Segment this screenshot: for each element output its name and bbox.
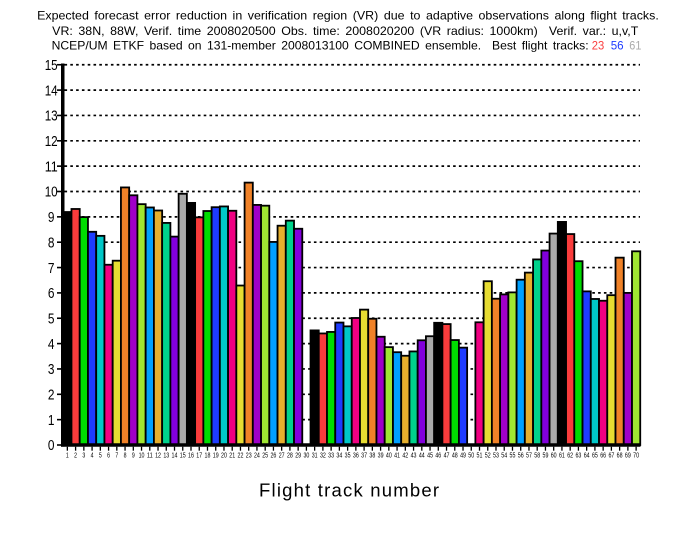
svg-text:62: 62 [567, 450, 573, 459]
svg-text:36: 36 [353, 450, 359, 459]
svg-text:12: 12 [155, 450, 161, 459]
svg-text:60: 60 [551, 450, 557, 459]
svg-text:28: 28 [287, 450, 293, 459]
svg-text:26: 26 [270, 450, 276, 459]
svg-text:8: 8 [124, 450, 127, 459]
svg-text:14: 14 [45, 83, 58, 99]
svg-text:15: 15 [180, 450, 186, 459]
svg-text:14: 14 [172, 450, 178, 459]
svg-text:40: 40 [386, 450, 392, 459]
svg-text:37: 37 [361, 450, 367, 459]
svg-text:57: 57 [526, 450, 532, 459]
svg-text:18: 18 [205, 450, 211, 459]
svg-text:50: 50 [468, 450, 474, 459]
svg-text:41: 41 [394, 450, 400, 459]
svg-text:42: 42 [402, 450, 408, 459]
svg-text:61: 61 [559, 450, 565, 459]
svg-text:34: 34 [336, 450, 342, 459]
svg-text:12: 12 [45, 134, 58, 150]
svg-text:27: 27 [279, 450, 285, 459]
svg-text:61: 61 [629, 38, 641, 52]
svg-text:70: 70 [633, 450, 639, 459]
svg-text:58: 58 [534, 450, 540, 459]
svg-text:3: 3 [48, 362, 55, 378]
svg-text:29: 29 [295, 450, 301, 459]
svg-text:VR: 38N, 88W, Verif. time 2008: VR: 38N, 88W, Verif. time 2008020500 Obs… [52, 24, 638, 38]
svg-text:25: 25 [262, 450, 268, 459]
svg-text:1: 1 [48, 413, 55, 429]
svg-text:9: 9 [132, 450, 135, 459]
svg-text:13: 13 [45, 109, 58, 125]
svg-text:13: 13 [163, 450, 169, 459]
svg-text:9: 9 [48, 210, 55, 226]
svg-text:6: 6 [107, 450, 110, 459]
svg-text:11: 11 [147, 450, 153, 459]
svg-text:35: 35 [345, 450, 351, 459]
svg-text:Flight track number: Flight track number [259, 479, 439, 500]
svg-text:23: 23 [592, 38, 605, 52]
svg-text:39: 39 [378, 450, 384, 459]
svg-text:64: 64 [584, 450, 590, 459]
svg-text:52: 52 [485, 450, 491, 459]
svg-text:67: 67 [608, 450, 614, 459]
svg-text:15: 15 [45, 58, 58, 74]
svg-text:2: 2 [48, 388, 55, 404]
svg-text:6: 6 [48, 286, 55, 302]
svg-text:4: 4 [91, 450, 94, 459]
svg-text:5: 5 [99, 450, 102, 459]
svg-text:32: 32 [320, 450, 326, 459]
svg-text:68: 68 [617, 450, 623, 459]
svg-text:23: 23 [246, 450, 252, 459]
svg-text:31: 31 [312, 450, 318, 459]
svg-text:56: 56 [611, 38, 624, 52]
svg-text:51: 51 [477, 450, 483, 459]
svg-text:4: 4 [48, 337, 55, 353]
svg-text:3: 3 [82, 450, 85, 459]
svg-text:48: 48 [452, 450, 458, 459]
svg-text:45: 45 [427, 450, 433, 459]
svg-text:56: 56 [518, 450, 524, 459]
svg-text:59: 59 [543, 450, 549, 459]
svg-text:5: 5 [48, 311, 55, 327]
svg-text:55: 55 [510, 450, 516, 459]
svg-text:54: 54 [501, 450, 507, 459]
svg-text:7: 7 [115, 450, 118, 459]
svg-text:69: 69 [625, 450, 631, 459]
svg-text:33: 33 [328, 450, 334, 459]
svg-text:19: 19 [213, 450, 219, 459]
svg-text:10: 10 [45, 185, 58, 201]
svg-text:63: 63 [575, 450, 581, 459]
svg-text:30: 30 [303, 450, 309, 459]
svg-text:22: 22 [238, 450, 244, 459]
svg-text:11: 11 [45, 159, 58, 175]
svg-text:53: 53 [493, 450, 499, 459]
svg-text:0: 0 [48, 438, 55, 454]
svg-text:NCEP/UM ETKF based on 131-memb: NCEP/UM ETKF based on 131-member 2008013… [52, 38, 589, 52]
svg-text:38: 38 [369, 450, 375, 459]
svg-text:21: 21 [229, 450, 235, 459]
svg-text:7: 7 [48, 261, 55, 277]
svg-text:47: 47 [444, 450, 450, 459]
svg-text:46: 46 [435, 450, 441, 459]
svg-text:24: 24 [254, 450, 260, 459]
svg-text:1: 1 [66, 450, 69, 459]
svg-text:44: 44 [419, 450, 425, 459]
svg-text:10: 10 [139, 450, 145, 459]
svg-text:65: 65 [592, 450, 598, 459]
svg-text:16: 16 [188, 450, 194, 459]
svg-text:43: 43 [411, 450, 417, 459]
svg-text:66: 66 [600, 450, 606, 459]
svg-text:17: 17 [196, 450, 202, 459]
svg-text:2: 2 [74, 450, 77, 459]
svg-text:20: 20 [221, 450, 227, 459]
svg-text:Expected forecast error reduct: Expected forecast error reduction in ver… [37, 8, 659, 22]
svg-text:49: 49 [460, 450, 466, 459]
svg-text:8: 8 [48, 235, 55, 251]
